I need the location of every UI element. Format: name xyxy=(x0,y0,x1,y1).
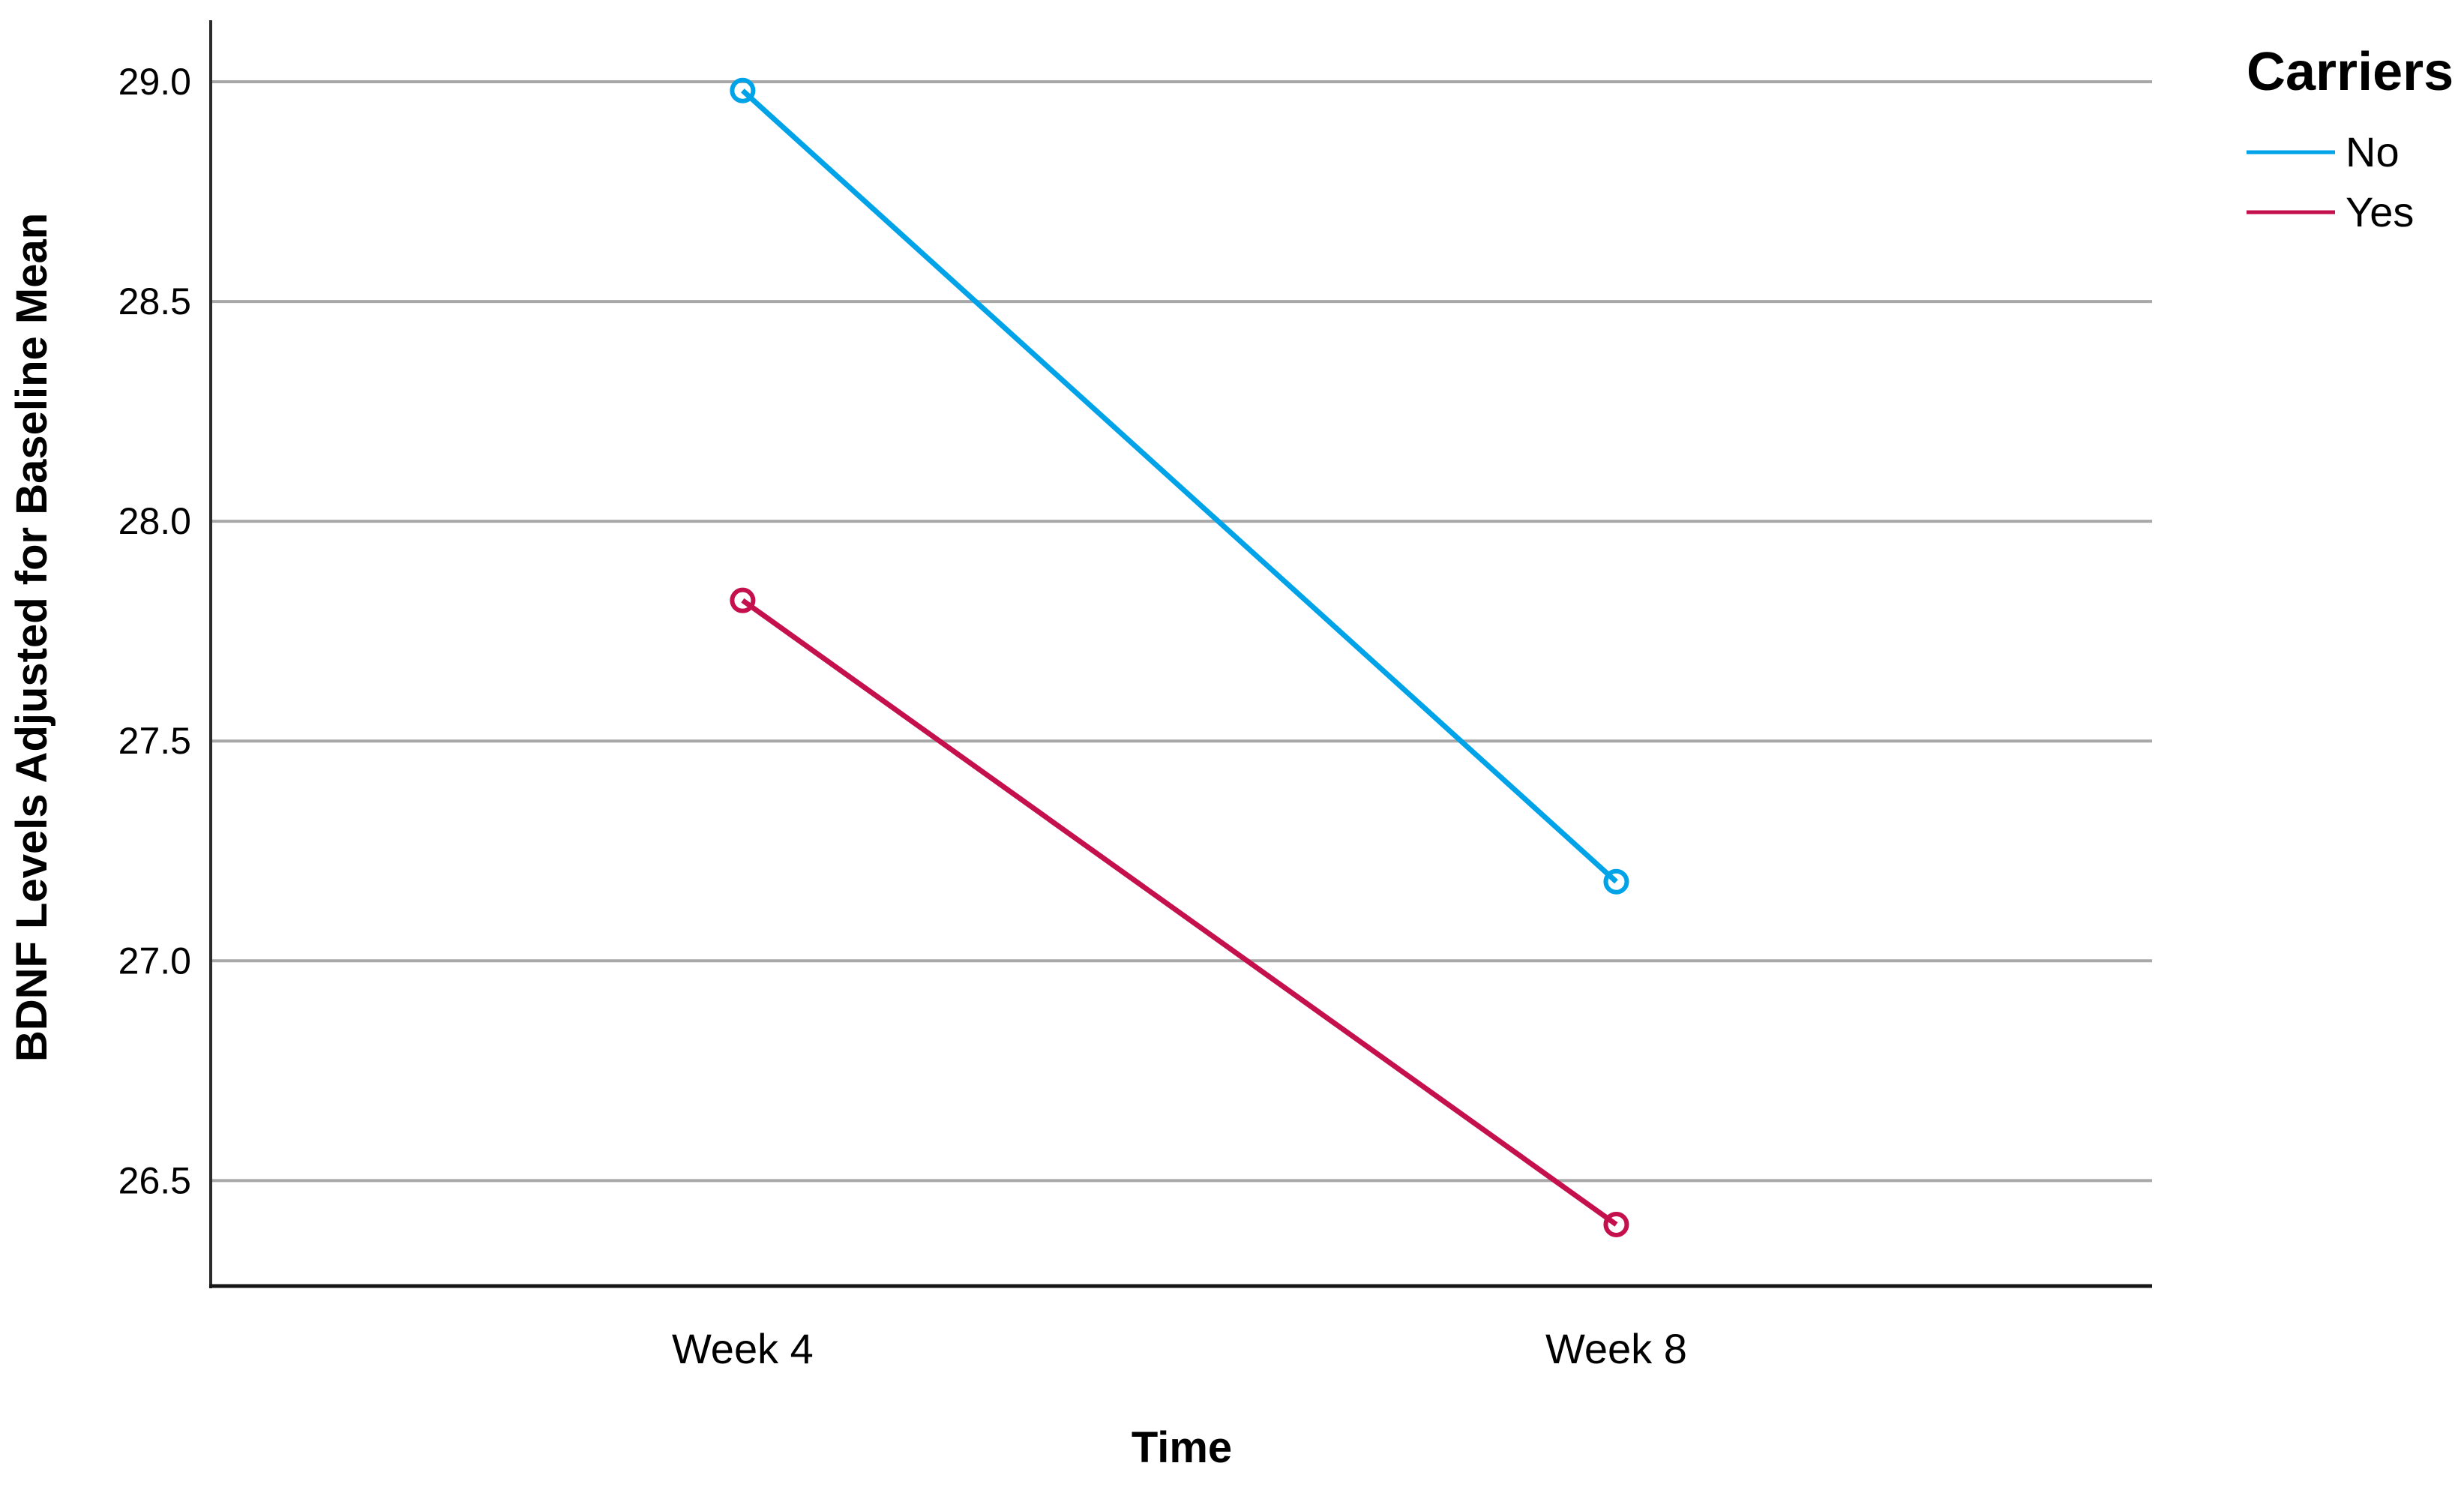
x-axis-title: Time xyxy=(1132,1423,1232,1472)
legend: Carriers No Yes xyxy=(2247,42,2454,235)
series-line-yes xyxy=(741,598,1618,1227)
y-axis-title: BDNF Levels Adjusted for Baseline Mean xyxy=(7,213,56,1062)
data-point-marker-no xyxy=(1603,868,1629,895)
y-tick-label: 26.5 xyxy=(118,1159,191,1201)
gridlines xyxy=(211,80,2152,1183)
data-point-marker-yes xyxy=(1603,1211,1629,1237)
legend-entry: No xyxy=(2247,128,2400,175)
series-line-no xyxy=(741,88,1618,884)
axes xyxy=(209,20,2152,1288)
y-tick-label: 28.5 xyxy=(118,280,191,322)
legend-label-yes: Yes xyxy=(2346,188,2414,235)
x-tick-label: Week 4 xyxy=(672,1325,814,1372)
series-lines xyxy=(741,88,1618,1227)
y-tick-label: 28.0 xyxy=(118,500,191,542)
legend-label-no: No xyxy=(2346,128,2400,175)
x-tick-label: Week 8 xyxy=(1545,1325,1687,1372)
data-point-markers xyxy=(730,77,1629,1237)
data-point-marker-yes xyxy=(730,587,756,613)
y-tick-labels: 29.0 28.5 28.0 27.5 27.0 26.5 xyxy=(118,61,191,1201)
data-point-marker-no xyxy=(730,77,756,103)
legend-title: Carriers xyxy=(2247,42,2454,102)
x-tick-labels: Week 4 Week 8 xyxy=(672,1325,1687,1372)
y-tick-label: 29.0 xyxy=(118,61,191,103)
y-tick-label: 27.5 xyxy=(118,720,191,762)
legend-entry: Yes xyxy=(2247,188,2414,235)
y-tick-label: 27.0 xyxy=(118,940,191,982)
